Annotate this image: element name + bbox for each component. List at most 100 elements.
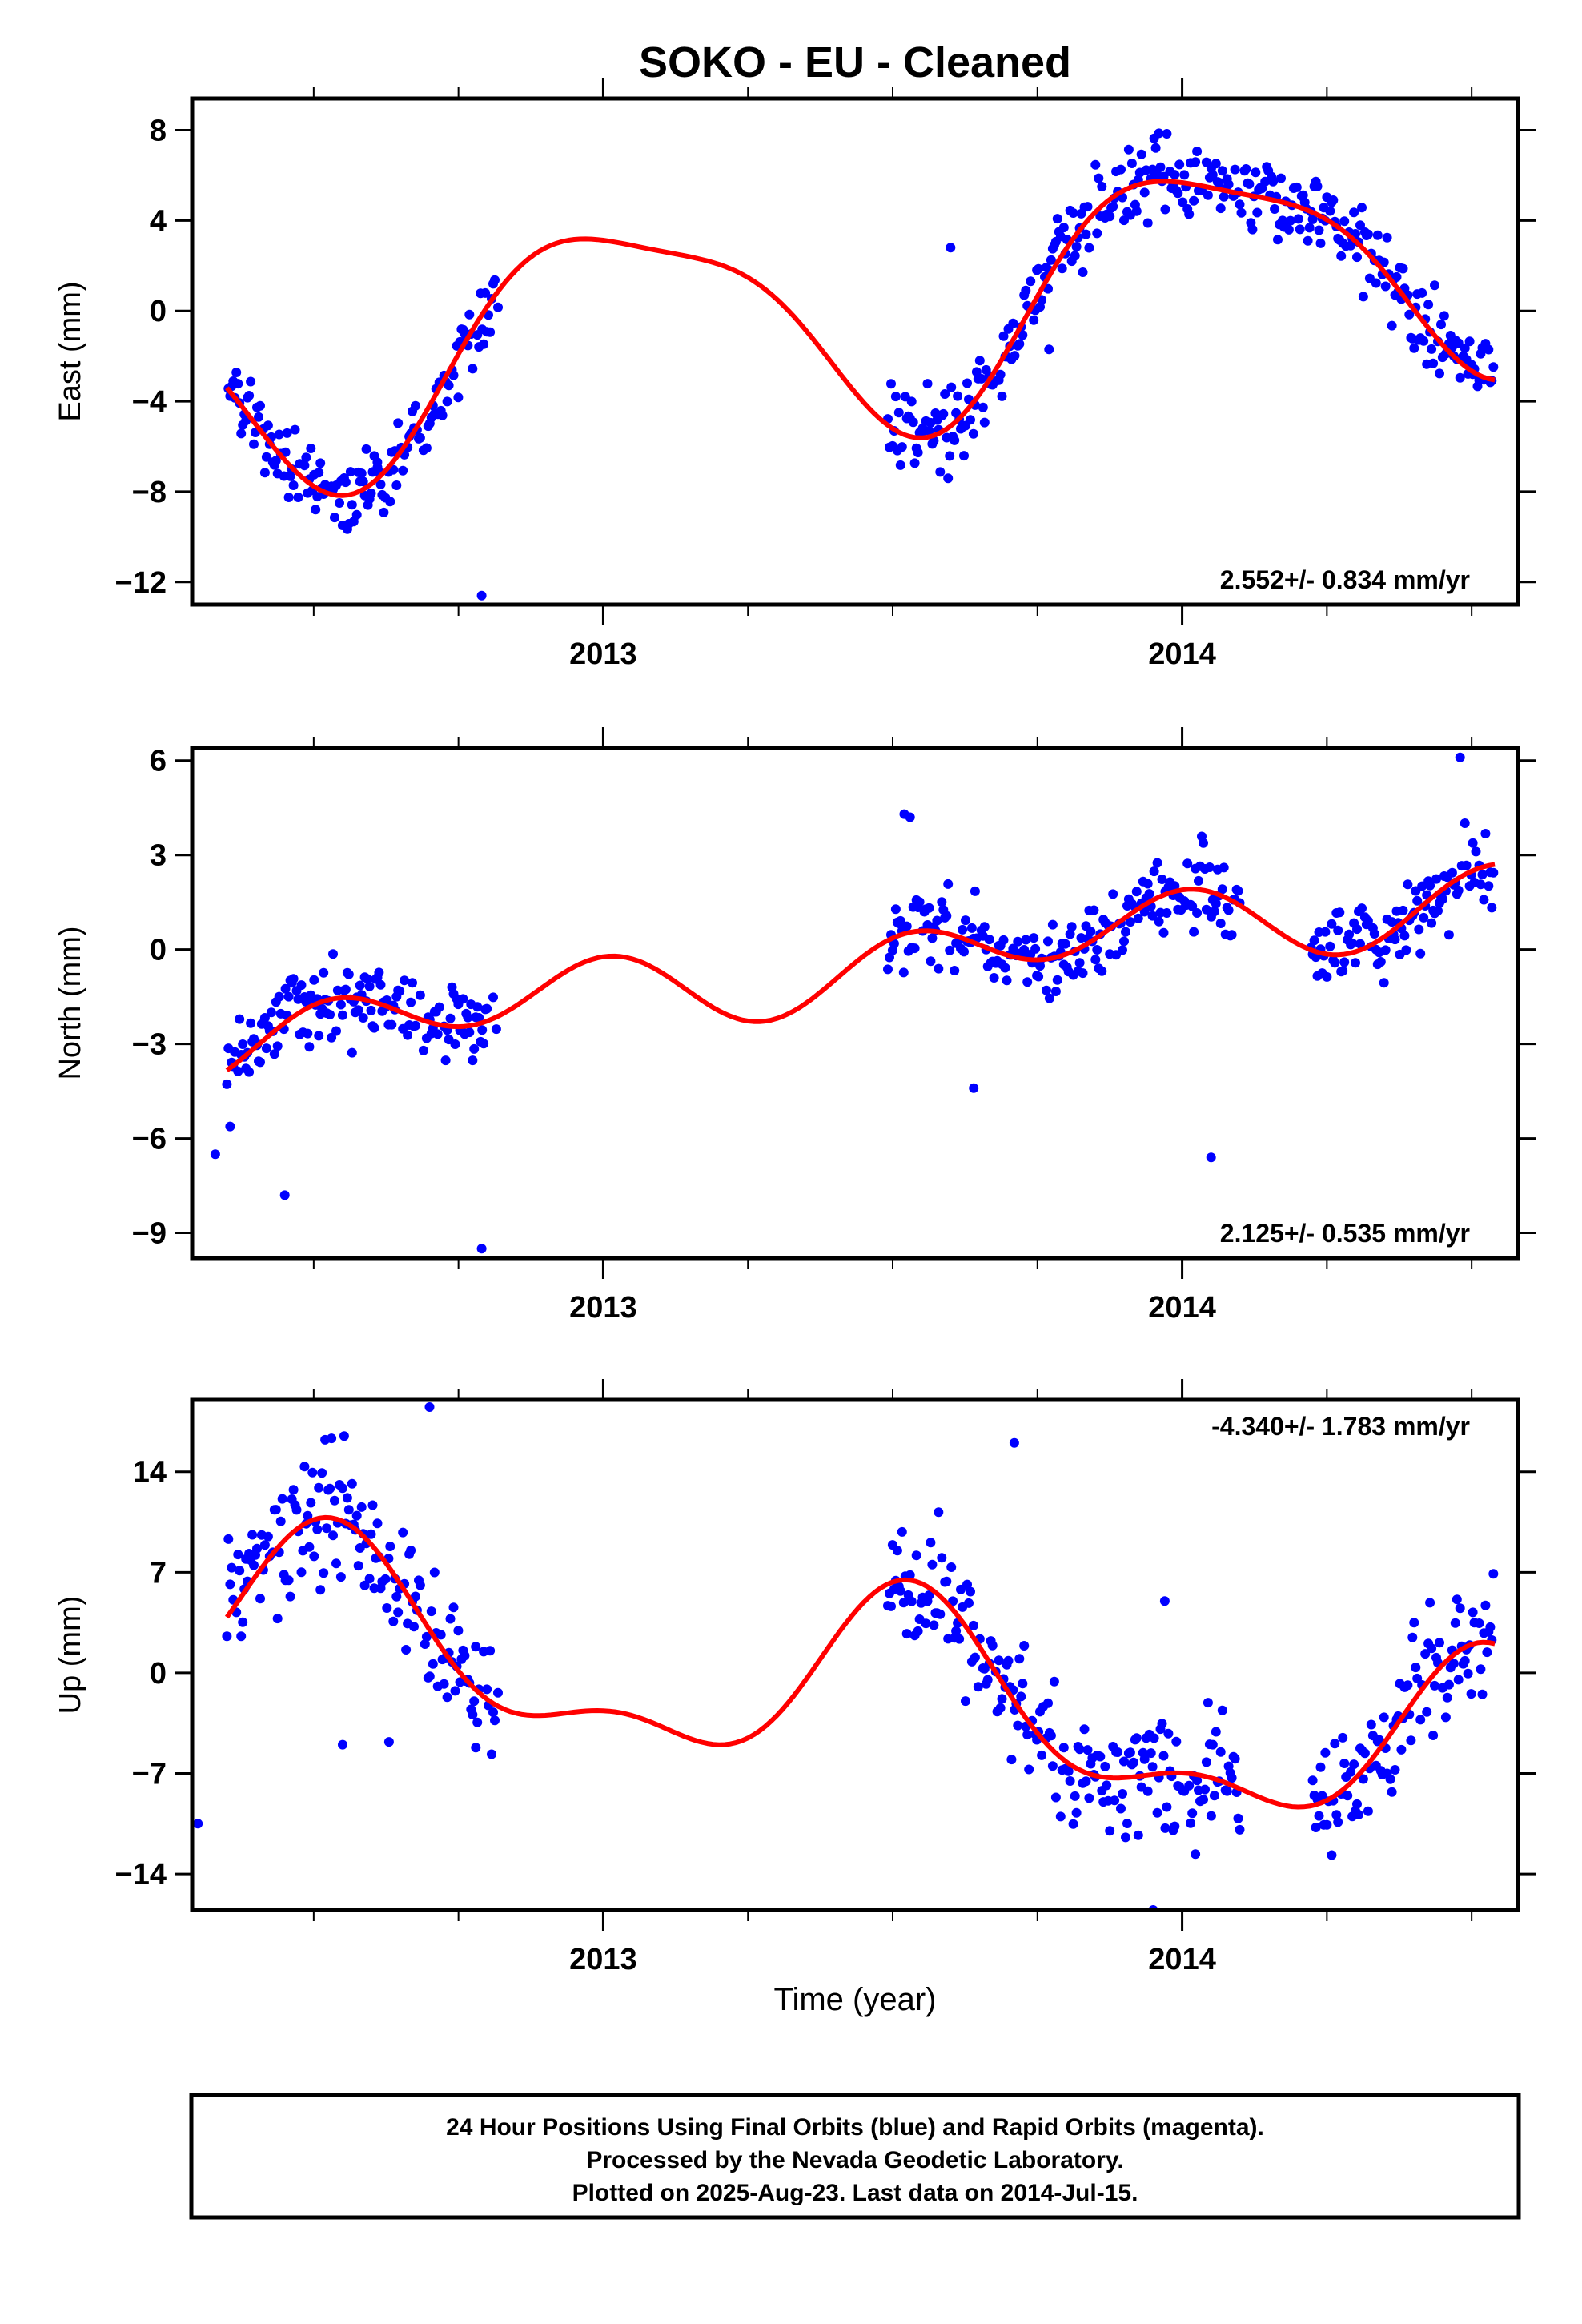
data-point (1081, 229, 1091, 239)
data-point (1320, 927, 1331, 937)
data-point (1068, 1819, 1078, 1829)
data-point (223, 1534, 234, 1544)
data-point (1047, 919, 1058, 930)
data-point (247, 1530, 258, 1540)
data-point (296, 980, 307, 991)
data-point (450, 1039, 460, 1049)
data-point (421, 1631, 432, 1642)
data-point (1074, 958, 1085, 968)
data-point (1428, 358, 1439, 368)
data-point (1227, 930, 1237, 940)
data-point (235, 1014, 245, 1024)
data-point (1322, 1819, 1332, 1830)
data-point (1050, 1792, 1061, 1803)
plot-frame (190, 746, 1520, 1261)
data-point (1422, 1707, 1432, 1717)
data-point (1044, 344, 1054, 355)
data-point (1380, 281, 1391, 292)
data-point (1230, 1754, 1240, 1764)
data-point (314, 1482, 324, 1493)
data-point (914, 897, 925, 907)
data-point (1311, 1823, 1321, 1832)
data-point (1108, 889, 1118, 899)
data-point (480, 287, 491, 298)
data-point (1455, 372, 1465, 383)
data-point (331, 1026, 341, 1036)
data-point (306, 1498, 316, 1508)
data-point (1050, 987, 1061, 996)
data-point (1070, 251, 1080, 261)
data-point (1043, 936, 1053, 947)
data-point (299, 460, 310, 471)
data-point (1150, 143, 1161, 153)
data-point (227, 1562, 237, 1573)
data-point (966, 923, 977, 933)
data-point (1415, 1715, 1426, 1725)
data-point (1460, 343, 1470, 353)
data-point (246, 376, 256, 387)
data-point (1453, 885, 1464, 895)
data-point (1363, 229, 1373, 239)
data-point (1484, 881, 1494, 891)
data-point (463, 1012, 473, 1023)
data-point (1078, 267, 1088, 277)
data-point (372, 457, 383, 468)
data-point (1304, 223, 1315, 233)
data-point (1409, 1618, 1419, 1628)
data-point (937, 1553, 947, 1563)
data-point (1430, 280, 1439, 291)
data-point (1427, 344, 1437, 354)
data-point (935, 1609, 946, 1619)
data-point (1488, 1569, 1499, 1579)
data-point (314, 1031, 324, 1041)
data-point (1192, 147, 1203, 156)
data-point (468, 1710, 478, 1720)
data-point (979, 417, 990, 428)
data-point (1079, 1724, 1090, 1735)
data-point (400, 975, 410, 986)
data-point (1142, 879, 1153, 889)
data-point (415, 990, 425, 1000)
data-point (1431, 874, 1441, 884)
data-point (1034, 971, 1044, 982)
data-point (1121, 1832, 1130, 1843)
data-point (1352, 1799, 1362, 1809)
data-point (1487, 903, 1497, 913)
data-point (331, 1558, 341, 1569)
data-point (1097, 966, 1107, 976)
data-point (970, 1652, 980, 1663)
data-point (477, 1025, 488, 1035)
data-point (934, 963, 944, 974)
data-point (1070, 1791, 1080, 1801)
data-point (1385, 1774, 1395, 1784)
data-point (437, 410, 448, 420)
data-point (421, 443, 432, 453)
data-point (989, 973, 999, 983)
data-point (973, 1682, 983, 1692)
data-point (1209, 907, 1219, 917)
data-point (222, 1631, 232, 1642)
data-point (1404, 309, 1415, 320)
data-point (1273, 235, 1283, 245)
data-point (385, 497, 396, 507)
data-point (474, 1013, 484, 1023)
data-point (453, 392, 464, 403)
data-point (222, 1079, 232, 1089)
y-tick-label: 0 (150, 1657, 167, 1691)
data-point (932, 915, 942, 926)
data-point (1116, 1803, 1126, 1814)
data-point (1419, 912, 1429, 923)
data-point (1371, 278, 1381, 288)
y-tick-label: 3 (150, 839, 167, 873)
data-point (1030, 943, 1041, 954)
data-point (1149, 1733, 1159, 1743)
data-point (1074, 1744, 1085, 1755)
data-point (1042, 985, 1051, 995)
data-point (1372, 230, 1383, 240)
data-point (998, 935, 1009, 945)
data-point (328, 949, 338, 959)
data-point (309, 975, 319, 985)
data-point (393, 1607, 404, 1618)
data-point (304, 1042, 315, 1052)
data-point (1113, 1747, 1123, 1757)
